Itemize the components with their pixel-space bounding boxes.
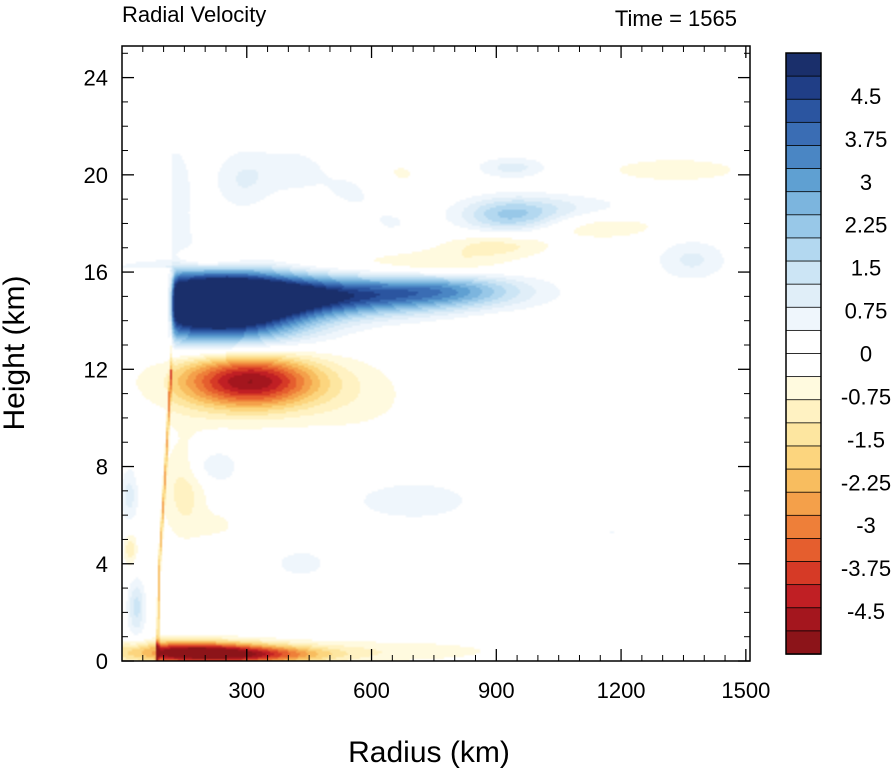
colorbar-swatch (785, 491, 822, 517)
colorbar-label: 0 (860, 342, 872, 367)
colorbar: 4.5 3.75 3 2.25 1.5 0.75 0 -0.75 -1.5 -2.25 -3 -3.7… (785, 52, 891, 655)
colorbar-swatch (785, 191, 822, 216)
x-tick-label: 1500 (721, 678, 770, 703)
y-tick-label: 24 (84, 66, 108, 91)
y-tick-label: 16 (84, 260, 108, 285)
x-tick-label: 300 (228, 678, 265, 703)
y-axis: 0 4 8 12 16 20 24 (84, 66, 750, 674)
colorbar-label: 0.75 (845, 299, 888, 324)
y-tick-label: 8 (96, 455, 108, 480)
colorbar-swatch (785, 584, 822, 609)
colorbar-label: -2.25 (841, 470, 891, 495)
colorbar-swatch (785, 607, 822, 632)
colorbar-swatch (785, 283, 822, 308)
colorbar-label: -1.5 (847, 427, 885, 452)
colorbar-swatch (785, 329, 822, 355)
x-axis: 300 600 900 1200 1500 (228, 46, 770, 703)
colorbar-label: 1.5 (851, 256, 882, 281)
x-tick-label: 900 (478, 678, 515, 703)
colorbar-swatch (785, 260, 822, 285)
colorbar-label: -4.5 (847, 599, 885, 624)
y-tick-label: 0 (96, 649, 108, 674)
colorbar-swatch (785, 52, 822, 77)
colorbar-label: -3.75 (841, 556, 891, 581)
colorbar-swatch (785, 538, 822, 563)
colorbar-swatch (785, 468, 822, 493)
colorbar-swatch (785, 168, 822, 193)
colorbar-swatch (785, 98, 822, 124)
heatmap (122, 46, 750, 661)
colorbar-swatch (785, 399, 822, 424)
colorbar-swatch (785, 214, 822, 239)
colorbar-swatch (785, 630, 822, 655)
colorbar-label: 4.5 (851, 84, 882, 109)
colorbar-label: 3.75 (845, 127, 888, 152)
plot-frame (121, 45, 751, 662)
colorbar-swatch (785, 306, 822, 332)
colorbar-swatch (785, 237, 822, 262)
colorbar-swatch (785, 445, 822, 470)
x-tick-label: 1200 (597, 678, 646, 703)
colorbar-frame (785, 52, 822, 655)
colorbar-swatch (785, 353, 822, 378)
chart-subtitle: Time = 1565 (615, 6, 737, 31)
y-tick-label: 4 (96, 552, 108, 577)
colorbar-swatch (785, 145, 822, 170)
y-axis-label: Height (km) (0, 275, 31, 430)
colorbar-swatch (785, 75, 822, 100)
colorbar-swatch (785, 514, 822, 540)
colorbar-swatch (785, 376, 822, 401)
y-tick-label: 12 (84, 357, 108, 382)
colorbar-swatch (785, 121, 822, 147)
x-axis-label: Radius (km) (348, 736, 510, 769)
chart-title: Radial Velocity (122, 2, 266, 27)
colorbar-label: 3 (860, 170, 872, 195)
colorbar-label: -3 (856, 513, 876, 538)
colorbar-swatch (785, 561, 822, 586)
colorbar-label: -0.75 (841, 384, 891, 409)
colorbar-label: 2.25 (845, 213, 888, 238)
plot-area (122, 46, 750, 661)
y-tick-label: 20 (84, 163, 108, 188)
x-tick-label: 600 (353, 678, 390, 703)
colorbar-swatch (785, 422, 822, 447)
minor-ticks (122, 46, 750, 661)
